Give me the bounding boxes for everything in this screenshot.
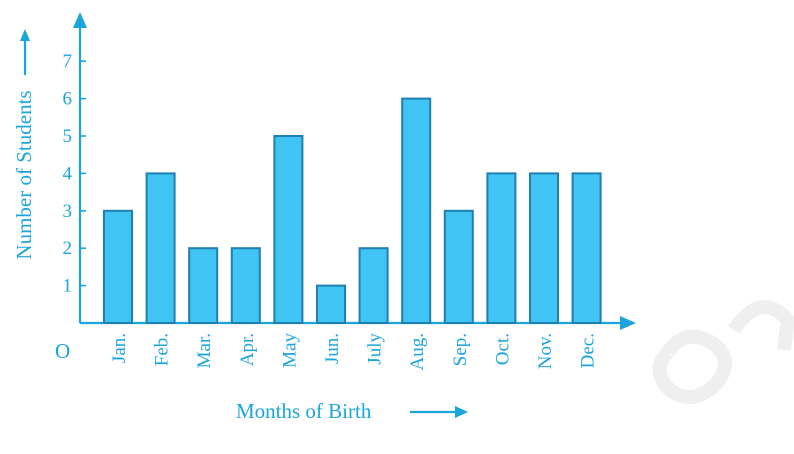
x-tick-label: May (279, 333, 300, 368)
y-tick-label: 5 (63, 126, 73, 147)
bar (571, 172, 602, 324)
x-tick-label: Sep. (450, 333, 471, 366)
x-tick-label: Nov. (535, 333, 556, 369)
y-tick-label: 4 (63, 163, 73, 184)
x-axis-title-arrow (410, 406, 468, 418)
bar (443, 209, 474, 324)
y-tick-label: 1 (63, 276, 73, 297)
bar (230, 247, 261, 324)
x-tick-label: Oct. (492, 333, 513, 365)
x-tick-label: Jun. (322, 333, 343, 364)
y-ticks: 1 2 3 4 5 6 7 (63, 51, 86, 297)
x-tick: July (365, 333, 386, 365)
x-label-arrow-icon (455, 406, 468, 418)
x-tick: Aug. (407, 333, 428, 370)
x-tick: Apr. (237, 333, 258, 366)
x-tick-label: Mar. (194, 333, 215, 368)
x-tick: Oct. (492, 333, 513, 365)
y-axis-title-arrow (20, 29, 30, 75)
x-tick-label: Aug. (407, 333, 428, 370)
y-tick-label: 3 (63, 201, 73, 222)
bar (401, 97, 432, 324)
y-axis-label: Number of Students (12, 90, 36, 259)
y-axis-title: Number of Students (12, 90, 36, 259)
x-tick-label: Feb. (152, 333, 173, 366)
bar (273, 135, 304, 324)
bar (529, 172, 559, 324)
bar (358, 247, 389, 324)
x-tick: Feb. (152, 333, 173, 366)
bars (103, 97, 602, 325)
y-tick-label: 7 (63, 51, 73, 72)
x-tick: Jan. (109, 333, 130, 363)
origin-label: O (55, 339, 70, 363)
y-tick-label: 2 (63, 238, 73, 259)
x-tick: Dec. (578, 333, 599, 368)
bar (188, 247, 219, 324)
bar (145, 172, 176, 324)
x-tick-label: Jan. (109, 333, 130, 363)
bar (316, 284, 346, 325)
x-tick: Sep. (450, 333, 471, 366)
watermark (652, 300, 794, 404)
y-label-arrow-icon (20, 29, 30, 41)
x-tick: Jun. (322, 333, 343, 364)
x-tick: May (279, 333, 300, 368)
x-axis-label: Months of Birth (236, 399, 372, 423)
x-tick: Nov. (535, 333, 556, 369)
x-tick-labels: Jan. Feb. Mar. Apr. May Jun. July Aug. Sep. Oct. N… (109, 333, 599, 371)
x-axis-arrow-icon (620, 316, 636, 330)
y-tick-label: 6 (63, 89, 73, 110)
x-tick-label: Apr. (237, 333, 258, 366)
x-tick: Mar. (194, 333, 215, 368)
bar (486, 172, 517, 324)
x-tick-label: July (365, 333, 386, 365)
y-axis-arrow-icon (73, 12, 87, 28)
x-tick-label: Dec. (578, 333, 599, 368)
bar (103, 209, 133, 324)
